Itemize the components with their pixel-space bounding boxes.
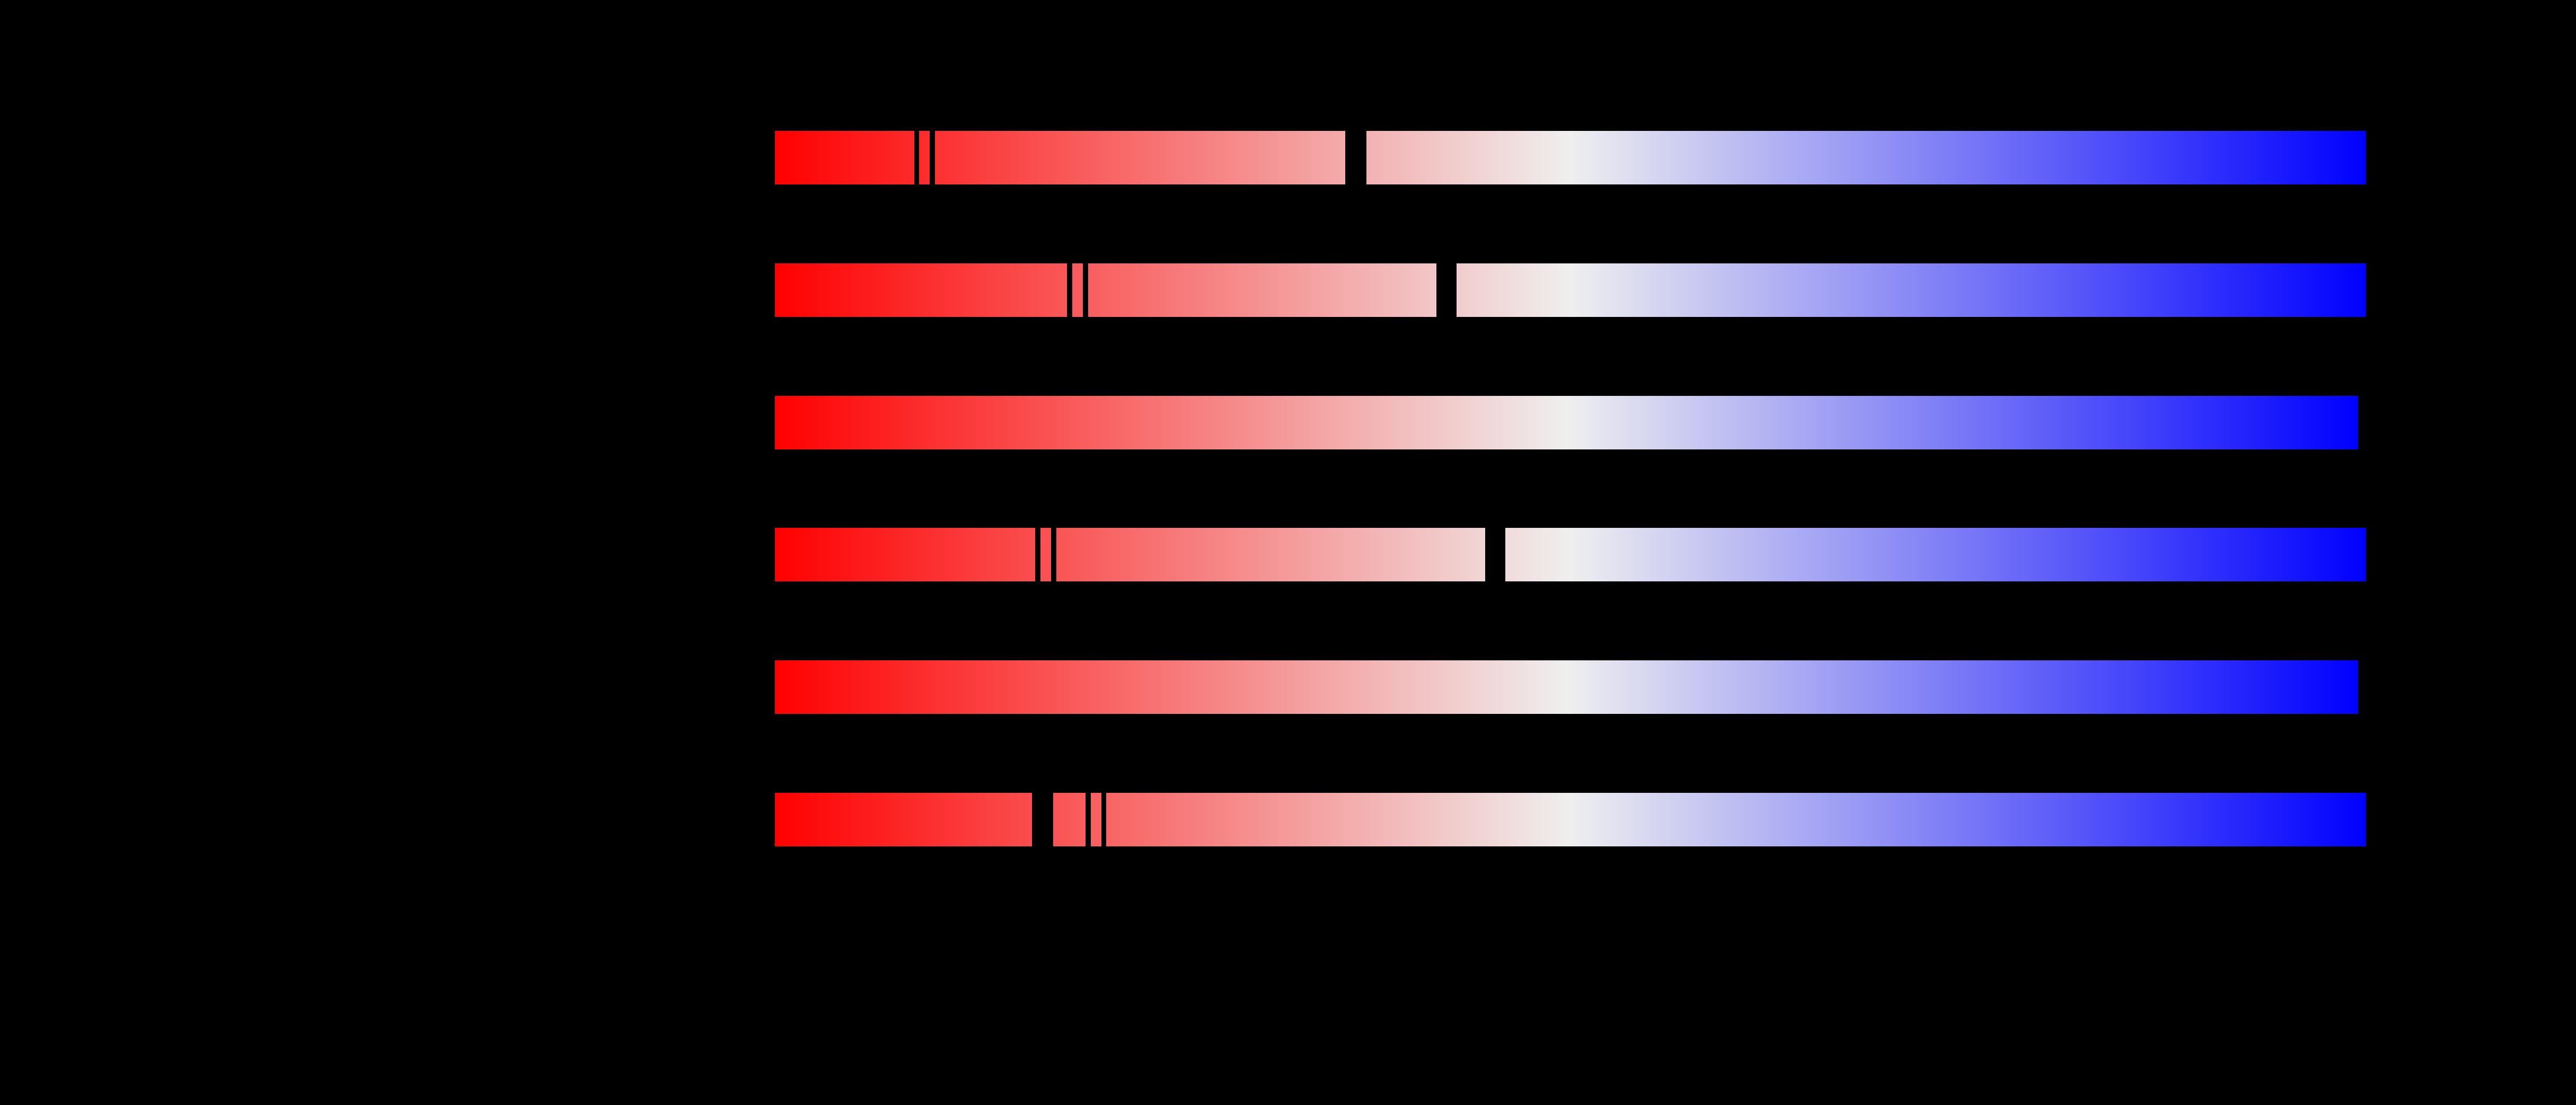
gradient-bar-row-3 bbox=[775, 396, 2358, 449]
gradient-bar-row-1 bbox=[775, 131, 2366, 184]
bar-marker bbox=[1035, 528, 1040, 581]
bar-marker bbox=[1485, 528, 1505, 581]
gradient-bar-row-6 bbox=[775, 793, 2366, 846]
bar-marker bbox=[1051, 528, 1056, 581]
bar-marker bbox=[1101, 793, 1106, 846]
bar-marker bbox=[1436, 263, 1457, 317]
gradient-bar-row-4 bbox=[775, 528, 2366, 581]
bar-marker bbox=[914, 131, 919, 184]
bar-marker bbox=[1032, 793, 1053, 846]
bar-marker bbox=[1083, 263, 1088, 317]
bar-marker bbox=[1067, 263, 1072, 317]
gradient-bar-row-5 bbox=[775, 660, 2358, 714]
bar-marker bbox=[930, 131, 935, 184]
gradient-bar-row-2 bbox=[775, 263, 2366, 317]
bar-marker bbox=[1345, 131, 1366, 184]
bar-marker bbox=[1086, 793, 1091, 846]
